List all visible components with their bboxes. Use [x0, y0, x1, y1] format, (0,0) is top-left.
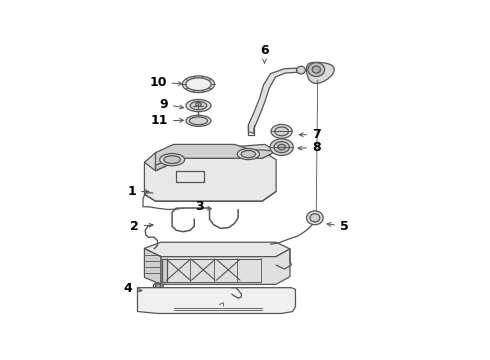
- Ellipse shape: [270, 139, 293, 156]
- Ellipse shape: [186, 99, 211, 112]
- Ellipse shape: [196, 103, 201, 107]
- Polygon shape: [145, 144, 276, 171]
- Ellipse shape: [190, 102, 207, 110]
- Polygon shape: [307, 62, 334, 84]
- Text: 3: 3: [196, 200, 211, 213]
- Ellipse shape: [186, 78, 211, 91]
- Ellipse shape: [186, 115, 211, 126]
- Ellipse shape: [164, 156, 180, 163]
- Ellipse shape: [310, 214, 320, 222]
- Ellipse shape: [278, 144, 286, 150]
- Ellipse shape: [271, 125, 292, 138]
- Text: 1: 1: [127, 185, 149, 198]
- Ellipse shape: [153, 283, 163, 288]
- Text: 4: 4: [123, 282, 142, 295]
- Polygon shape: [248, 68, 297, 133]
- Text: 2: 2: [130, 220, 153, 233]
- Polygon shape: [145, 153, 276, 201]
- Polygon shape: [161, 249, 290, 284]
- Ellipse shape: [312, 66, 320, 73]
- Polygon shape: [145, 248, 161, 284]
- Ellipse shape: [307, 211, 323, 225]
- Text: 8: 8: [298, 141, 321, 154]
- Ellipse shape: [189, 117, 208, 125]
- Ellipse shape: [155, 284, 161, 287]
- Ellipse shape: [308, 63, 324, 76]
- Ellipse shape: [182, 76, 215, 93]
- Text: 5: 5: [327, 220, 348, 233]
- Polygon shape: [162, 259, 167, 282]
- Ellipse shape: [160, 153, 185, 166]
- Ellipse shape: [296, 66, 305, 74]
- Text: 11: 11: [150, 114, 184, 127]
- Polygon shape: [138, 288, 295, 314]
- Text: 9: 9: [159, 98, 184, 111]
- Text: 6: 6: [260, 44, 269, 63]
- Polygon shape: [155, 158, 173, 171]
- Polygon shape: [145, 242, 290, 257]
- Text: 7: 7: [299, 128, 321, 141]
- Ellipse shape: [275, 127, 289, 136]
- Polygon shape: [155, 144, 276, 171]
- Text: 10: 10: [149, 76, 182, 89]
- Ellipse shape: [241, 150, 256, 158]
- Ellipse shape: [237, 149, 259, 159]
- Ellipse shape: [274, 141, 290, 153]
